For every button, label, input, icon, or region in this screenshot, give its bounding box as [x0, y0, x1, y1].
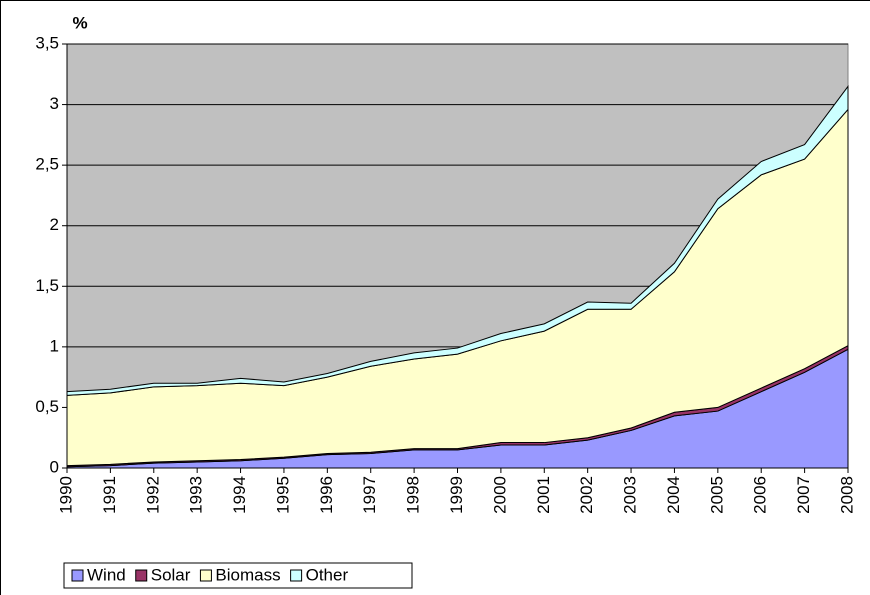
x-tick-label: 2006 [751, 476, 770, 514]
legend-label: Wind [87, 565, 126, 584]
x-tick-label: 2004 [664, 476, 683, 514]
legend-box [63, 562, 413, 589]
y-tick-label: 3 [50, 94, 59, 113]
y-axis-label: % [72, 13, 87, 32]
x-tick-label: 1997 [360, 476, 379, 514]
x-tick-label: 1993 [187, 476, 206, 514]
legend-label: Biomass [215, 565, 280, 584]
x-tick-label: 1998 [404, 476, 423, 514]
legend-swatch [290, 569, 303, 582]
x-tick-label: 2002 [577, 476, 596, 514]
x-tick-label: 1992 [143, 476, 162, 514]
x-tick-label: 1994 [230, 476, 249, 514]
x-tick-label: 2000 [490, 476, 509, 514]
legend-swatch [135, 569, 148, 582]
y-tick-label: 0,5 [35, 397, 59, 416]
x-tick-label: 1996 [317, 476, 336, 514]
legend-swatch [199, 569, 212, 582]
y-tick-label: 1,5 [35, 276, 59, 295]
x-tick-label: 2001 [534, 476, 553, 514]
legend-label: Other [306, 565, 349, 584]
area [66, 84, 849, 396]
x-tick-label: 2008 [837, 476, 856, 514]
x-tick-label: 2007 [794, 476, 813, 514]
x-tick-label: 1990 [56, 476, 75, 514]
y-tick-label: 2,5 [35, 155, 59, 174]
legend-label: Solar [151, 565, 191, 584]
y-tick-label: 2 [50, 215, 59, 234]
x-tick-label: 1995 [273, 476, 292, 514]
y-tick-label: 3,5 [35, 33, 59, 52]
x-tick-label: 1991 [100, 476, 119, 514]
x-tick-label: 2003 [621, 476, 640, 514]
legend-swatch [71, 569, 84, 582]
x-tick-label: 1999 [447, 476, 466, 514]
y-tick-label: 1 [50, 336, 59, 355]
x-tick-label: 2005 [707, 476, 726, 514]
y-tick-label: 0 [50, 457, 59, 476]
